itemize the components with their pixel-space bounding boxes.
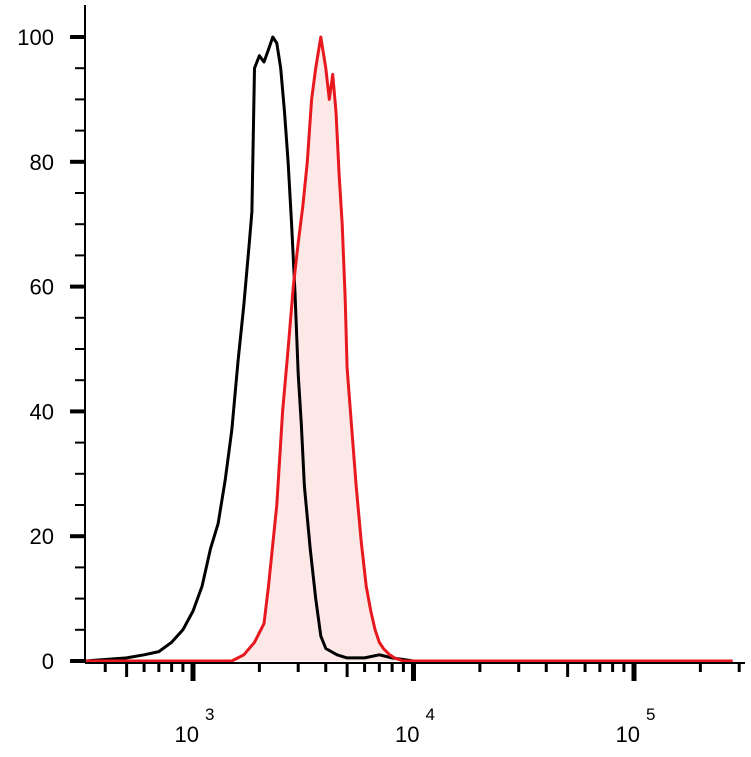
x-tick-exponent: 3 [205,705,214,724]
y-tick-label: 100 [17,25,54,50]
x-tick-label: 10 [175,722,199,747]
x-tick-label: 10 [616,722,640,747]
series-2-line [85,35,733,663]
y-tick-label: 60 [30,275,54,300]
labels-layer: 0 20 40 60 80 100 10 3 10 4 10 5 [17,25,655,747]
y-tick-label: 20 [30,524,54,549]
x-tick-exponent: 5 [646,705,655,724]
ticks-layer [70,35,741,681]
y-tick-label: 80 [30,150,54,175]
series-layer [84,35,733,663]
series-1-line [84,35,733,663]
x-tick-label: 10 [395,722,419,747]
y-tick-label: 0 [42,649,54,674]
axes-layer [84,5,745,664]
y-tick-label: 40 [30,399,54,424]
series-2-fill [85,37,733,661]
x-tick-exponent: 4 [426,705,435,724]
